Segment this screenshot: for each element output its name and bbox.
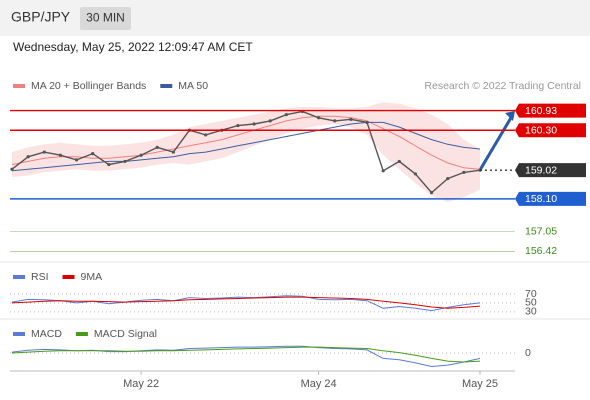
price-point [26,155,30,159]
symbol: GBP/JPY [11,9,71,25]
price-point [42,150,46,154]
attribution: Research © 2022 Trading Central [424,80,581,92]
price-point [365,120,369,125]
date: Wednesday, May 25, 2022 12:09:47 AM CET [13,40,253,54]
level-label: 156.42 [525,245,557,257]
legend-label: RSI [31,271,49,283]
price-point [74,158,79,162]
price-point [349,117,353,121]
legend-swatch [75,332,88,336]
price-point [171,150,175,154]
level-label: 158.10 [525,193,557,205]
price-point [462,170,466,174]
y-tick-label: 50 [525,297,537,309]
level-label: 160.30 [525,125,557,137]
price-point [397,159,401,164]
price-point [58,153,63,157]
price-point [155,145,159,150]
price-point [91,152,95,156]
series-line [11,346,481,363]
price-point [123,159,127,164]
level-box [515,103,586,118]
price-point [381,169,385,173]
price-point [204,133,208,137]
legend-swatch [13,275,25,279]
price-point [107,162,111,167]
legend-swatch [160,84,173,88]
series-line [11,345,481,368]
legend-label: MACD Signal [94,328,157,340]
x-tick-label: May 22 [123,378,159,390]
x-tick-label: May 24 [301,378,337,390]
level-box [515,191,586,206]
legend-swatch [13,84,25,88]
price-point [413,172,418,176]
price-point [268,119,272,123]
legend-swatch [62,275,75,279]
y-tick-label: 70 [525,288,537,300]
level-label: 160.93 [525,105,557,117]
x-tick-label: May 25 [462,378,498,390]
price-line [11,110,481,194]
legend-label: MACD [31,328,62,340]
price-point [139,153,143,157]
timeframe-badge[interactable] [80,7,131,30]
price-point [317,116,321,120]
timeframe[interactable]: 30 MIN [86,11,125,25]
legend-swatch [13,332,25,336]
legend-label: MA 50 [178,80,208,92]
series-line [11,121,481,172]
level-box [515,163,586,178]
level-box [515,123,586,138]
bollinger-band [12,102,480,202]
price-point [429,191,434,195]
price-point [236,123,240,128]
forecast-arrow-head [505,111,515,121]
price-point [333,119,337,123]
price-point [252,122,256,126]
y-tick-label: 0 [525,347,531,359]
legend-label: 9MA [81,271,103,283]
price-point [10,167,14,171]
level-label: 159.02 [525,164,557,176]
price-point [284,113,288,117]
series-line [11,296,481,309]
series-line [11,115,481,170]
price-point [446,176,450,181]
level-label: 157.05 [525,225,557,237]
y-tick-label: 30 [525,306,537,318]
forecast-arrow [478,115,514,171]
legend-label: MA 20 + Bollinger Bands [31,80,146,92]
